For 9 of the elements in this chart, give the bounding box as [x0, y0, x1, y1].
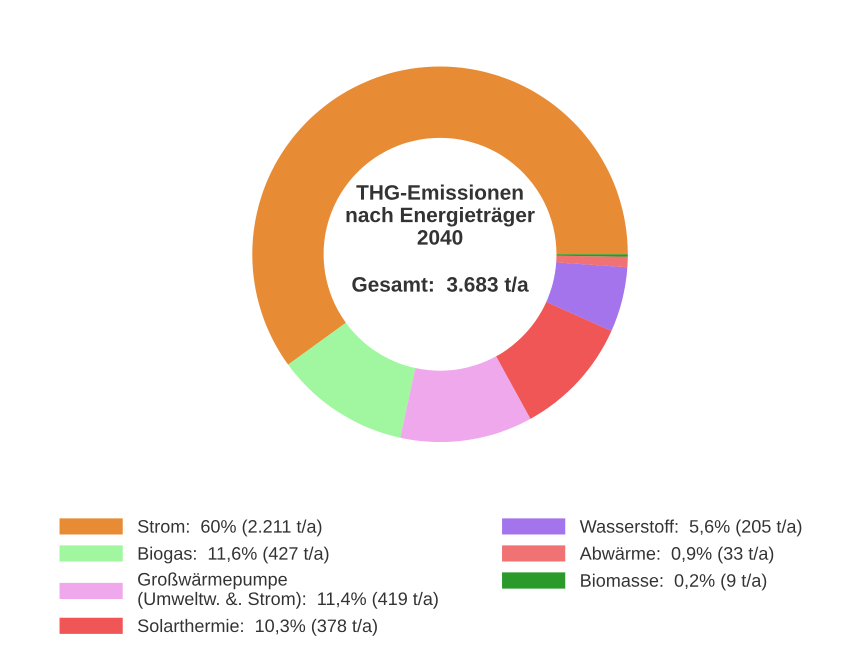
legend-label: Großwärmepumpe (Umweltw. &. Strom): 11,4% (419 t/a): [138, 572, 438, 609]
legend-label: Biogas: 11,6% (427 t/a): [138, 546, 328, 564]
text: Gesamt: 3.683 t/a: [352, 276, 529, 292]
legend-label: Strom: 60% (2.211 t/a): [138, 520, 322, 536]
legend-label: Wasserstoff: 5,6% (205 t/a): [580, 520, 802, 536]
legend-label: Abwärme: 0,9% (33 t/a): [580, 546, 774, 564]
legend-label: Solarthermie: 10,3% (378 t/a): [138, 618, 377, 636]
legend-label: Biomasse: 0,2% (9 t/a): [581, 574, 766, 590]
text: THG-Emissionen nach Energieträger 2040: [346, 184, 535, 245]
